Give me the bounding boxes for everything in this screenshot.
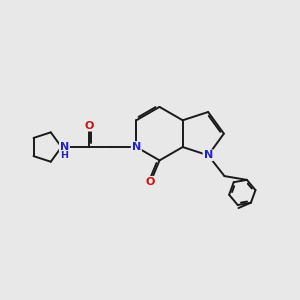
Text: N: N <box>60 142 69 152</box>
Text: N: N <box>132 142 141 152</box>
Text: O: O <box>84 121 94 130</box>
Text: H: H <box>60 151 68 160</box>
Text: O: O <box>146 177 155 187</box>
Text: N: N <box>203 150 213 160</box>
